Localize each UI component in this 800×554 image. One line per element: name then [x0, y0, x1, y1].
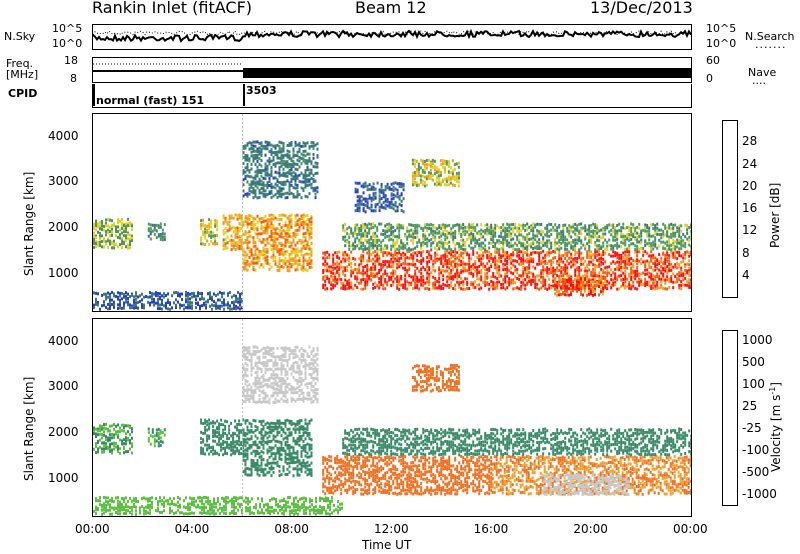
velocity-heatmap — [93, 319, 693, 516]
nave-label: Nave — [748, 66, 777, 79]
heat-region-1 — [147, 222, 166, 242]
noise-right-tick-bottom: 10^0 — [706, 37, 737, 50]
freq-trace — [93, 63, 691, 78]
heat-region-9 — [93, 290, 243, 311]
nave-tick-bottom: 0 — [706, 72, 713, 85]
heat-region-8 — [411, 363, 460, 393]
heat-region-10 — [93, 495, 343, 516]
freq-line-seg2 — [243, 68, 691, 78]
nave-tick-top: 60 — [706, 54, 720, 67]
cpid-panel — [92, 84, 692, 108]
noise-right-tick-top: 10^5 — [706, 22, 737, 35]
y-tick-label: 4000 — [48, 128, 79, 143]
power-colorbar-label: Power [dB] — [768, 182, 782, 248]
heat-region-3 — [242, 418, 313, 478]
freq-label-line2: [MHz] — [6, 68, 39, 81]
freq-label-line1: Freq. — [6, 57, 34, 70]
colorbar-tick-label: 12 — [742, 223, 758, 238]
heat-region-1 — [147, 427, 166, 448]
heat-region-5 — [322, 249, 693, 291]
noise-search-dots: ....... — [755, 38, 787, 51]
heat-region-11 — [554, 277, 604, 297]
colorbar-tick-label: 4 — [742, 267, 750, 282]
freq-tick-bottom: 8 — [70, 72, 77, 85]
colorbar-tick-label: -100 — [742, 443, 770, 457]
x-tick-label: 20:00 — [573, 522, 608, 536]
colorbar-tick-label: 500 — [742, 355, 765, 369]
power-heatmap — [93, 114, 693, 311]
y-tick-label: 3000 — [48, 174, 79, 189]
velocity-colorbar — [722, 330, 738, 506]
colorbar-border — [722, 330, 738, 506]
cpid-label: CPID — [8, 87, 38, 100]
noise-sky-label: N.Sky — [4, 30, 36, 43]
x-tick-label: 00:00 — [673, 522, 708, 536]
y-tick-label: 3000 — [48, 379, 79, 394]
y-tick-label: 1000 — [48, 470, 79, 485]
noise-tick-bottom: 10^0 — [52, 37, 83, 50]
heat-region-2 — [200, 218, 219, 247]
cpid-segment-1: normal (fast) 151 — [96, 94, 205, 107]
date-label: 13/Dec/2013 — [590, 0, 693, 17]
colorbar-tick-label: -25 — [742, 421, 762, 435]
heat-region-3 — [222, 213, 243, 252]
power-colorbar — [722, 120, 738, 298]
colorbar-border — [722, 120, 738, 298]
colorbar-tick-label: -1000 — [742, 487, 777, 501]
y-tick-label: 2000 — [48, 220, 79, 234]
heat-region-8 — [354, 181, 405, 214]
heat-region-4 — [322, 454, 493, 496]
noise-panel — [92, 24, 692, 50]
colorbar-tick-label: 28 — [742, 134, 758, 149]
heat-region-10 — [242, 140, 319, 200]
x-tick-label: 00:00 — [75, 522, 110, 536]
power-ylabel: Slant Range [km] — [22, 171, 36, 276]
colorbar-tick-label: 100 — [742, 377, 765, 391]
colorbar-tick-label: 1000 — [742, 333, 773, 347]
heat-region-7 — [342, 427, 693, 457]
heat-region-9 — [242, 345, 319, 405]
colorbar-tick-label: -500 — [742, 465, 770, 479]
noise-trace — [92, 28, 692, 43]
freq-tick-top: 18 — [64, 54, 78, 67]
heat-region-6 — [541, 473, 630, 496]
x-tick-label: 08:00 — [274, 522, 309, 536]
colorbar-tick-label: 24 — [742, 156, 758, 171]
beam-label: Beam 12 — [355, 0, 427, 17]
velocity-colorbar-label-text: Velocity [m s-1] — [768, 382, 783, 472]
heat-region-0 — [93, 422, 133, 455]
colorbar-tick-label: 8 — [742, 245, 750, 260]
heat-region-2 — [200, 418, 245, 457]
velocity-panel — [92, 318, 693, 517]
velocity-ylabel: Slant Range [km] — [22, 376, 36, 481]
y-tick-label: 2000 — [48, 425, 79, 439]
freq-panel — [92, 57, 692, 83]
power-panel — [92, 113, 693, 312]
colorbar-tick-label: 25 — [742, 399, 758, 413]
heat-region-7 — [411, 158, 460, 188]
x-tick-label: 04:00 — [174, 522, 210, 536]
x-axis-label: Time UT — [362, 538, 412, 552]
x-tick-label: 12:00 — [374, 522, 409, 536]
y-tick-label: 4000 — [48, 333, 79, 348]
heat-region-4 — [242, 213, 313, 273]
station-title: Rankin Inlet (fitACF) — [92, 0, 253, 17]
noise-search-label: N.Search — [745, 30, 795, 43]
heat-region-0 — [93, 217, 133, 250]
noise-sky-line — [92, 28, 692, 43]
cpid-segment-2: 3503 — [246, 84, 277, 97]
x-tick-label: 16:00 — [473, 522, 509, 536]
noise-tick-top: 10^5 — [52, 22, 83, 35]
colorbar-tick-label: 20 — [742, 178, 758, 193]
y-tick-label: 1000 — [48, 265, 79, 280]
colorbar-tick-label: 16 — [742, 201, 758, 215]
nave-dots: .... — [752, 74, 766, 87]
heat-region-5 — [491, 454, 692, 496]
heat-region-6 — [342, 222, 693, 252]
